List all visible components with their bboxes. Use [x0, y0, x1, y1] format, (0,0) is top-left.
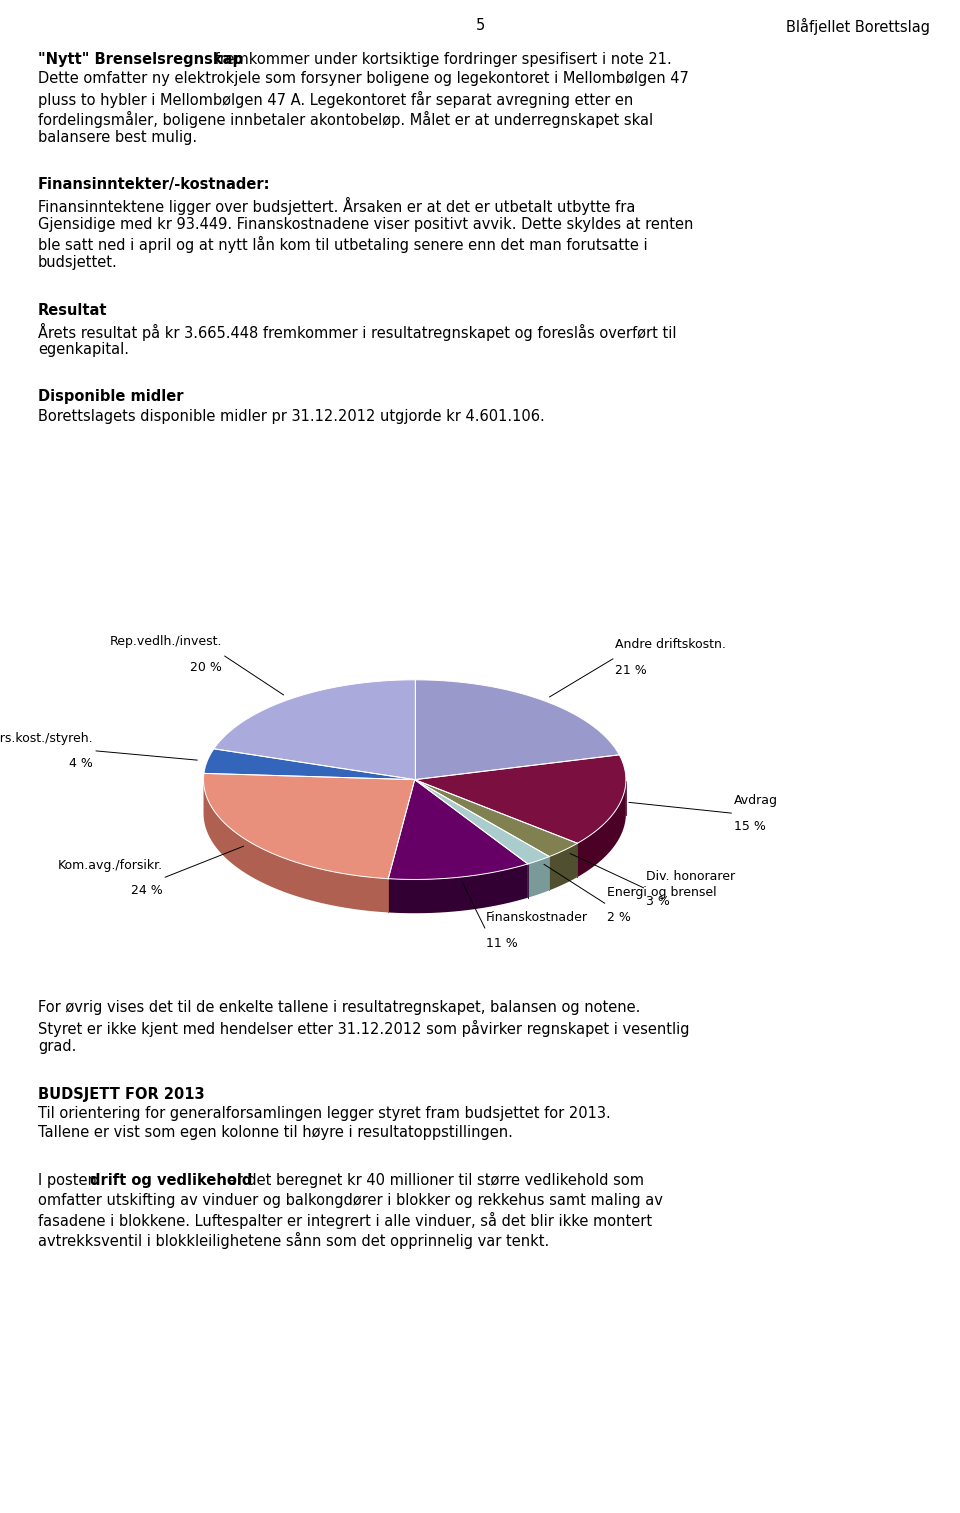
Text: fremkommer under kortsiktige fordringer spesifisert i note 21.: fremkommer under kortsiktige fordringer …: [210, 51, 672, 67]
Text: er det beregnet kr 40 millioner til større vedlikehold som: er det beregnet kr 40 millioner til stør…: [223, 1173, 644, 1188]
Polygon shape: [549, 843, 578, 890]
Text: 20 %: 20 %: [190, 661, 223, 673]
Text: Til orientering for generalforsamlingen legger styret fram budsjettet for 2013.: Til orientering for generalforsamlingen …: [38, 1106, 611, 1121]
Text: avtrekksventil i blokkleilighetene sånn som det opprinnelig var tenkt.: avtrekksventil i blokkleilighetene sånn …: [38, 1232, 549, 1248]
Polygon shape: [388, 864, 528, 914]
Polygon shape: [415, 679, 619, 779]
Text: 11 %: 11 %: [486, 937, 517, 950]
Text: Styret er ikke kjent med hendelser etter 31.12.2012 som påvirker regnskapet i ve: Styret er ikke kjent med hendelser etter…: [38, 1020, 689, 1036]
Text: BUDSJETT FOR 2013: BUDSJETT FOR 2013: [38, 1086, 204, 1101]
Polygon shape: [578, 781, 626, 878]
Text: "Nytt" Brenselsregnskap: "Nytt" Brenselsregnskap: [38, 51, 243, 67]
Text: Gjensidige med kr 93.449. Finanskostnadene viser positivt avvik. Dette skyldes a: Gjensidige med kr 93.449. Finanskostnade…: [38, 216, 693, 231]
Text: balansere best mulig.: balansere best mulig.: [38, 130, 197, 145]
Text: omfatter utskifting av vinduer og balkongdører i blokker og rekkehus samt maling: omfatter utskifting av vinduer og balkon…: [38, 1192, 662, 1207]
Text: Borettslagets disponible midler pr 31.12.2012 utgjorde kr 4.601.106.: Borettslagets disponible midler pr 31.12…: [38, 409, 544, 424]
Text: Div. honorarer: Div. honorarer: [646, 870, 735, 884]
Text: drift og vedlikehold: drift og vedlikehold: [90, 1173, 252, 1188]
Text: I posten: I posten: [38, 1173, 102, 1188]
Text: 4 %: 4 %: [69, 756, 93, 770]
Text: For øvrig vises det til de enkelte tallene i resultatregnskapet, balansen og not: For øvrig vises det til de enkelte talle…: [38, 1000, 640, 1015]
Text: Kom.avg./forsikr.: Kom.avg./forsikr.: [58, 859, 162, 871]
Polygon shape: [388, 779, 528, 879]
Text: 5: 5: [475, 18, 485, 33]
Polygon shape: [415, 779, 578, 856]
Polygon shape: [204, 773, 415, 879]
Text: Blåfjellet Borettslag: Blåfjellet Borettslag: [786, 18, 930, 35]
Text: Tallene er vist som egen kolonne til høyre i resultatoppstillingen.: Tallene er vist som egen kolonne til høy…: [38, 1126, 513, 1141]
Text: Disponible midler: Disponible midler: [38, 389, 183, 404]
Text: Rep.vedlh./invest.: Rep.vedlh./invest.: [109, 635, 223, 649]
Text: fasadene i blokkene. Luftespalter er integrert i alle vinduer, så det blir ikke : fasadene i blokkene. Luftespalter er int…: [38, 1212, 652, 1229]
Polygon shape: [204, 749, 415, 779]
Text: budsjettet.: budsjettet.: [38, 256, 118, 271]
Text: ble satt ned i april og at nytt lån kom til utbetaling senere enn det man foruts: ble satt ned i april og at nytt lån kom …: [38, 236, 648, 253]
Text: 24 %: 24 %: [131, 885, 162, 897]
Text: Pers.kost./styreh.: Pers.kost./styreh.: [0, 731, 93, 744]
Polygon shape: [528, 856, 549, 897]
Text: Finansinntektene ligger over budsjettert. Årsaken er at det er utbetalt utbytte : Finansinntektene ligger over budsjettert…: [38, 197, 636, 215]
Text: Finansinntekter/-kostnader:: Finansinntekter/-kostnader:: [38, 177, 271, 192]
Text: fordelingsmåler, boligene innbetaler akontobeløp. Målet er at underregnskapet sk: fordelingsmåler, boligene innbetaler ako…: [38, 110, 653, 127]
Polygon shape: [214, 679, 415, 779]
Text: 21 %: 21 %: [615, 664, 647, 676]
Text: Årets resultat på kr 3.665.448 fremkommer i resultatregnskapet og foreslås overf: Årets resultat på kr 3.665.448 fremkomme…: [38, 322, 677, 340]
Polygon shape: [415, 755, 626, 843]
Polygon shape: [415, 779, 549, 864]
Text: pluss to hybler i Mellombølgen 47 A. Legekontoret får separat avregning etter en: pluss to hybler i Mellombølgen 47 A. Leg…: [38, 91, 634, 107]
Text: grad.: grad.: [38, 1039, 77, 1055]
Text: Avdrag: Avdrag: [734, 794, 779, 808]
Polygon shape: [204, 781, 388, 912]
Text: Dette omfatter ny elektrokjele som forsyner boligene og legekontoret i Mellombøl: Dette omfatter ny elektrokjele som forsy…: [38, 71, 689, 86]
Text: 3 %: 3 %: [646, 896, 670, 908]
Text: 2 %: 2 %: [607, 911, 631, 924]
Text: Andre driftskostn.: Andre driftskostn.: [615, 638, 726, 651]
Text: egenkapital.: egenkapital.: [38, 342, 129, 357]
Text: 15 %: 15 %: [734, 820, 766, 832]
Text: Resultat: Resultat: [38, 303, 108, 318]
Text: Energi og brensel: Energi og brensel: [607, 885, 717, 899]
Text: Finanskostnader: Finanskostnader: [486, 911, 588, 924]
